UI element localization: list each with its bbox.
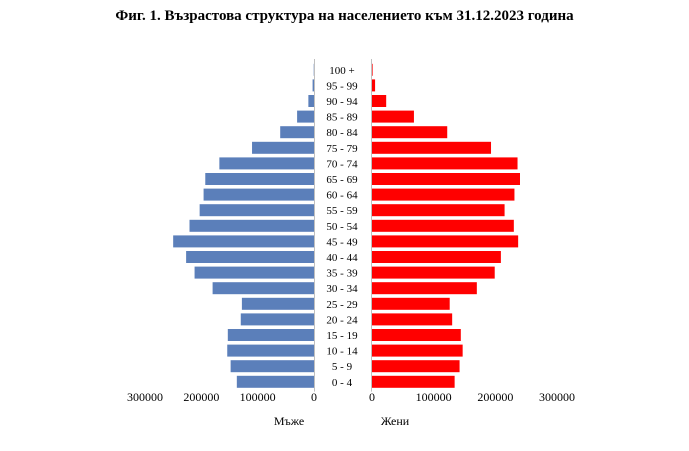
male-bar-13 (194, 266, 314, 279)
age-group-label: 70 - 74 (326, 158, 358, 170)
male-bar-4 (280, 126, 314, 139)
male-axis-tick-label: 100000 (240, 390, 276, 404)
male-bar-2 (308, 95, 314, 107)
male-bar-11 (173, 235, 314, 248)
female-bar-6 (372, 157, 518, 170)
female-bar-2 (372, 95, 387, 107)
female-bar-14 (372, 282, 477, 295)
female-bar-13 (372, 266, 495, 279)
female-axis-tick-label: 300000 (539, 390, 575, 404)
female-axis-tick-label: 200000 (477, 390, 513, 404)
age-group-label: 0 - 4 (332, 377, 353, 389)
age-group-label: 85 - 89 (326, 112, 358, 124)
male-bar-7 (205, 173, 314, 185)
male-bar-18 (227, 344, 314, 357)
female-bar-11 (372, 235, 519, 248)
age-group-label: 25 - 29 (326, 299, 358, 311)
age-group-label: 60 - 64 (326, 190, 358, 202)
female-bar-8 (372, 188, 515, 201)
male-bar-9 (199, 204, 314, 217)
female-bar-0 (372, 63, 373, 76)
age-group-label: 10 - 14 (326, 346, 358, 358)
male-bar-10 (189, 219, 314, 232)
age-group-label: 40 - 44 (326, 252, 358, 264)
male-axis-tick-label: 200000 (183, 390, 219, 404)
male-bar-3 (297, 110, 314, 123)
male-bar-16 (240, 313, 314, 326)
female-axis-title: Жени (381, 414, 410, 428)
female-bar-18 (372, 344, 463, 357)
male-axis-title: Мъже (274, 414, 304, 428)
female-bar-19 (372, 360, 460, 373)
age-group-label: 80 - 84 (326, 127, 358, 139)
female-bar-5 (372, 141, 492, 154)
female-axis-tick-label: 0 (369, 390, 375, 404)
female-bar-10 (372, 219, 514, 232)
male-bar-15 (241, 297, 314, 310)
female-bar-3 (372, 110, 414, 123)
female-bar-9 (372, 204, 505, 217)
age-group-label: 100 + (329, 65, 354, 77)
female-bar-16 (372, 313, 453, 326)
female-bar-1 (372, 79, 376, 92)
female-bar-12 (372, 251, 501, 263)
female-axis-tick-label: 100000 (416, 390, 452, 404)
female-bar-17 (372, 329, 461, 341)
age-group-label: 75 - 79 (326, 143, 358, 155)
age-group-label: 50 - 54 (326, 221, 358, 233)
male-bar-17 (227, 329, 314, 341)
male-bar-12 (186, 251, 314, 263)
age-group-label: 55 - 59 (326, 205, 358, 217)
male-bar-8 (203, 188, 314, 201)
male-bar-20 (236, 375, 314, 388)
age-group-label: 95 - 99 (326, 80, 358, 92)
male-bar-19 (230, 360, 314, 373)
female-bar-7 (372, 173, 520, 185)
age-group-label: 90 - 94 (326, 96, 358, 108)
male-bar-14 (212, 282, 314, 295)
male-axis-tick-label: 0 (311, 390, 317, 404)
age-group-label: 20 - 24 (326, 314, 358, 326)
female-bar-4 (372, 126, 448, 139)
male-bar-6 (219, 157, 314, 170)
age-group-label: 5 - 9 (332, 361, 353, 373)
age-group-label: 65 - 69 (326, 174, 358, 186)
age-group-label: 35 - 39 (326, 268, 358, 280)
age-group-label: 15 - 19 (326, 330, 358, 342)
age-group-label: 30 - 34 (326, 283, 358, 295)
male-axis-tick-label: 300000 (127, 390, 163, 404)
chart-title: Фиг. 1. Възрастова структура на населени… (115, 8, 574, 24)
age-group-label: 45 - 49 (326, 236, 358, 248)
male-bar-1 (312, 79, 314, 92)
female-bar-15 (372, 297, 450, 310)
female-bar-20 (372, 375, 455, 388)
male-bar-5 (252, 141, 314, 154)
